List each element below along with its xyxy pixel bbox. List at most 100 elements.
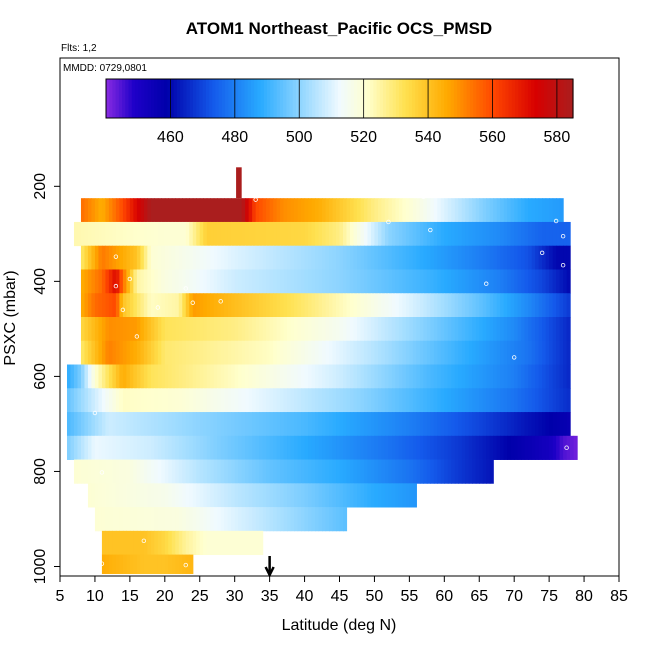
heatmap-cell — [545, 412, 550, 437]
heatmap-cell — [234, 507, 239, 532]
heatmap-cell — [329, 269, 334, 294]
heatmap-cell — [231, 293, 236, 318]
heatmap-cell — [157, 269, 162, 294]
heatmap-cell — [276, 269, 281, 294]
heatmap-cell — [126, 507, 131, 532]
heatmap-cell — [231, 388, 236, 413]
heatmap-cell — [122, 459, 127, 484]
heatmap-cell — [206, 293, 211, 318]
heatmap-cell — [231, 340, 236, 365]
heatmap-cell — [416, 198, 421, 223]
heatmap-cell — [175, 435, 180, 460]
heatmap-cell — [493, 435, 498, 460]
data-point — [141, 538, 147, 544]
x-tick-label: 30 — [226, 588, 244, 605]
heatmap-cell — [549, 412, 554, 437]
heatmap-cell — [122, 507, 127, 532]
heatmap-cell — [91, 221, 96, 247]
heatmap-cell — [236, 167, 242, 199]
heatmap-cell — [405, 412, 410, 437]
heatmap-cell — [129, 221, 134, 247]
heatmap-cell — [353, 459, 358, 484]
heatmap-cell — [266, 269, 271, 294]
colorbar-swatch — [112, 79, 117, 118]
heatmap-cell — [301, 293, 306, 318]
heatmap-cell — [510, 221, 515, 247]
heatmap-cell — [273, 340, 278, 365]
heatmap-cell — [315, 340, 320, 365]
heatmap-cell — [409, 221, 414, 247]
heatmap-cell — [342, 317, 348, 342]
heatmap-cell — [129, 435, 134, 460]
heatmap-cell — [206, 221, 211, 247]
heatmap-cell — [545, 293, 550, 318]
heatmap-cell — [336, 412, 341, 437]
heatmap-cell — [329, 317, 334, 342]
heatmap-cell — [87, 245, 93, 270]
heatmap-cell — [164, 364, 169, 389]
heatmap-cell — [210, 459, 215, 484]
heatmap-cell — [157, 459, 162, 484]
heatmap-cell — [542, 364, 547, 389]
heatmap-cell — [241, 245, 246, 270]
heatmap-cell — [301, 221, 306, 247]
heatmap-cell — [356, 198, 362, 223]
heatmap-cell — [535, 198, 540, 223]
heatmap-cell — [108, 459, 113, 484]
colorbar-swatch — [225, 79, 229, 118]
heatmap-cell — [479, 388, 484, 413]
heatmap-cell — [220, 388, 225, 413]
heatmap-cell — [322, 293, 327, 318]
heatmap-cell — [168, 554, 173, 575]
heatmap-cell — [524, 340, 529, 365]
heatmap-cell — [182, 245, 187, 270]
heatmap-cell — [175, 459, 180, 484]
heatmap-cell — [405, 269, 410, 294]
heatmap-cell — [377, 459, 383, 484]
heatmap-cell — [101, 317, 107, 342]
heatmap-cell — [377, 388, 383, 413]
heatmap-cell — [199, 340, 204, 365]
heatmap-cell — [80, 412, 86, 437]
heatmap-cell — [84, 459, 89, 484]
heatmap-cell — [185, 435, 190, 460]
heatmap-cell — [133, 507, 138, 532]
heatmap-cell — [363, 435, 369, 460]
heatmap-cell — [430, 435, 435, 460]
heatmap-cell — [370, 198, 376, 223]
colorbar-swatch — [447, 79, 452, 118]
heatmap-cell — [80, 435, 86, 460]
heatmap-cell — [346, 340, 351, 365]
heatmap-cell — [94, 293, 100, 318]
heatmap-cell — [395, 459, 400, 484]
colorbar-swatch — [395, 79, 400, 118]
heatmap-cell — [115, 293, 120, 318]
heatmap-cell — [301, 459, 306, 484]
heatmap-cell — [189, 317, 194, 342]
heatmap-cell — [290, 317, 295, 342]
heatmap-cell — [426, 198, 431, 223]
heatmap-cell — [189, 412, 194, 437]
heatmap-cell — [489, 459, 494, 484]
heatmap-cell — [171, 388, 176, 413]
heatmap-cell — [224, 364, 229, 389]
heatmap-cell — [500, 435, 505, 460]
heatmap-cell — [458, 388, 463, 413]
heatmap-cell — [486, 459, 491, 484]
heatmap-cell — [566, 293, 571, 318]
heatmap-cell — [238, 388, 243, 413]
heatmap-cell — [458, 459, 463, 484]
heatmap-cell — [430, 388, 435, 413]
heatmap-cell — [479, 317, 484, 342]
heatmap-cell — [377, 340, 383, 365]
heatmap-cell — [227, 317, 232, 342]
heatmap-cell — [395, 221, 400, 247]
heatmap-cell — [332, 459, 337, 484]
heatmap-cell — [171, 293, 176, 318]
heatmap-cell — [329, 221, 334, 247]
heatmap-cell — [224, 269, 229, 294]
heatmap-cell — [115, 412, 120, 437]
heatmap-cell — [294, 317, 299, 342]
heatmap-cell — [203, 221, 208, 247]
